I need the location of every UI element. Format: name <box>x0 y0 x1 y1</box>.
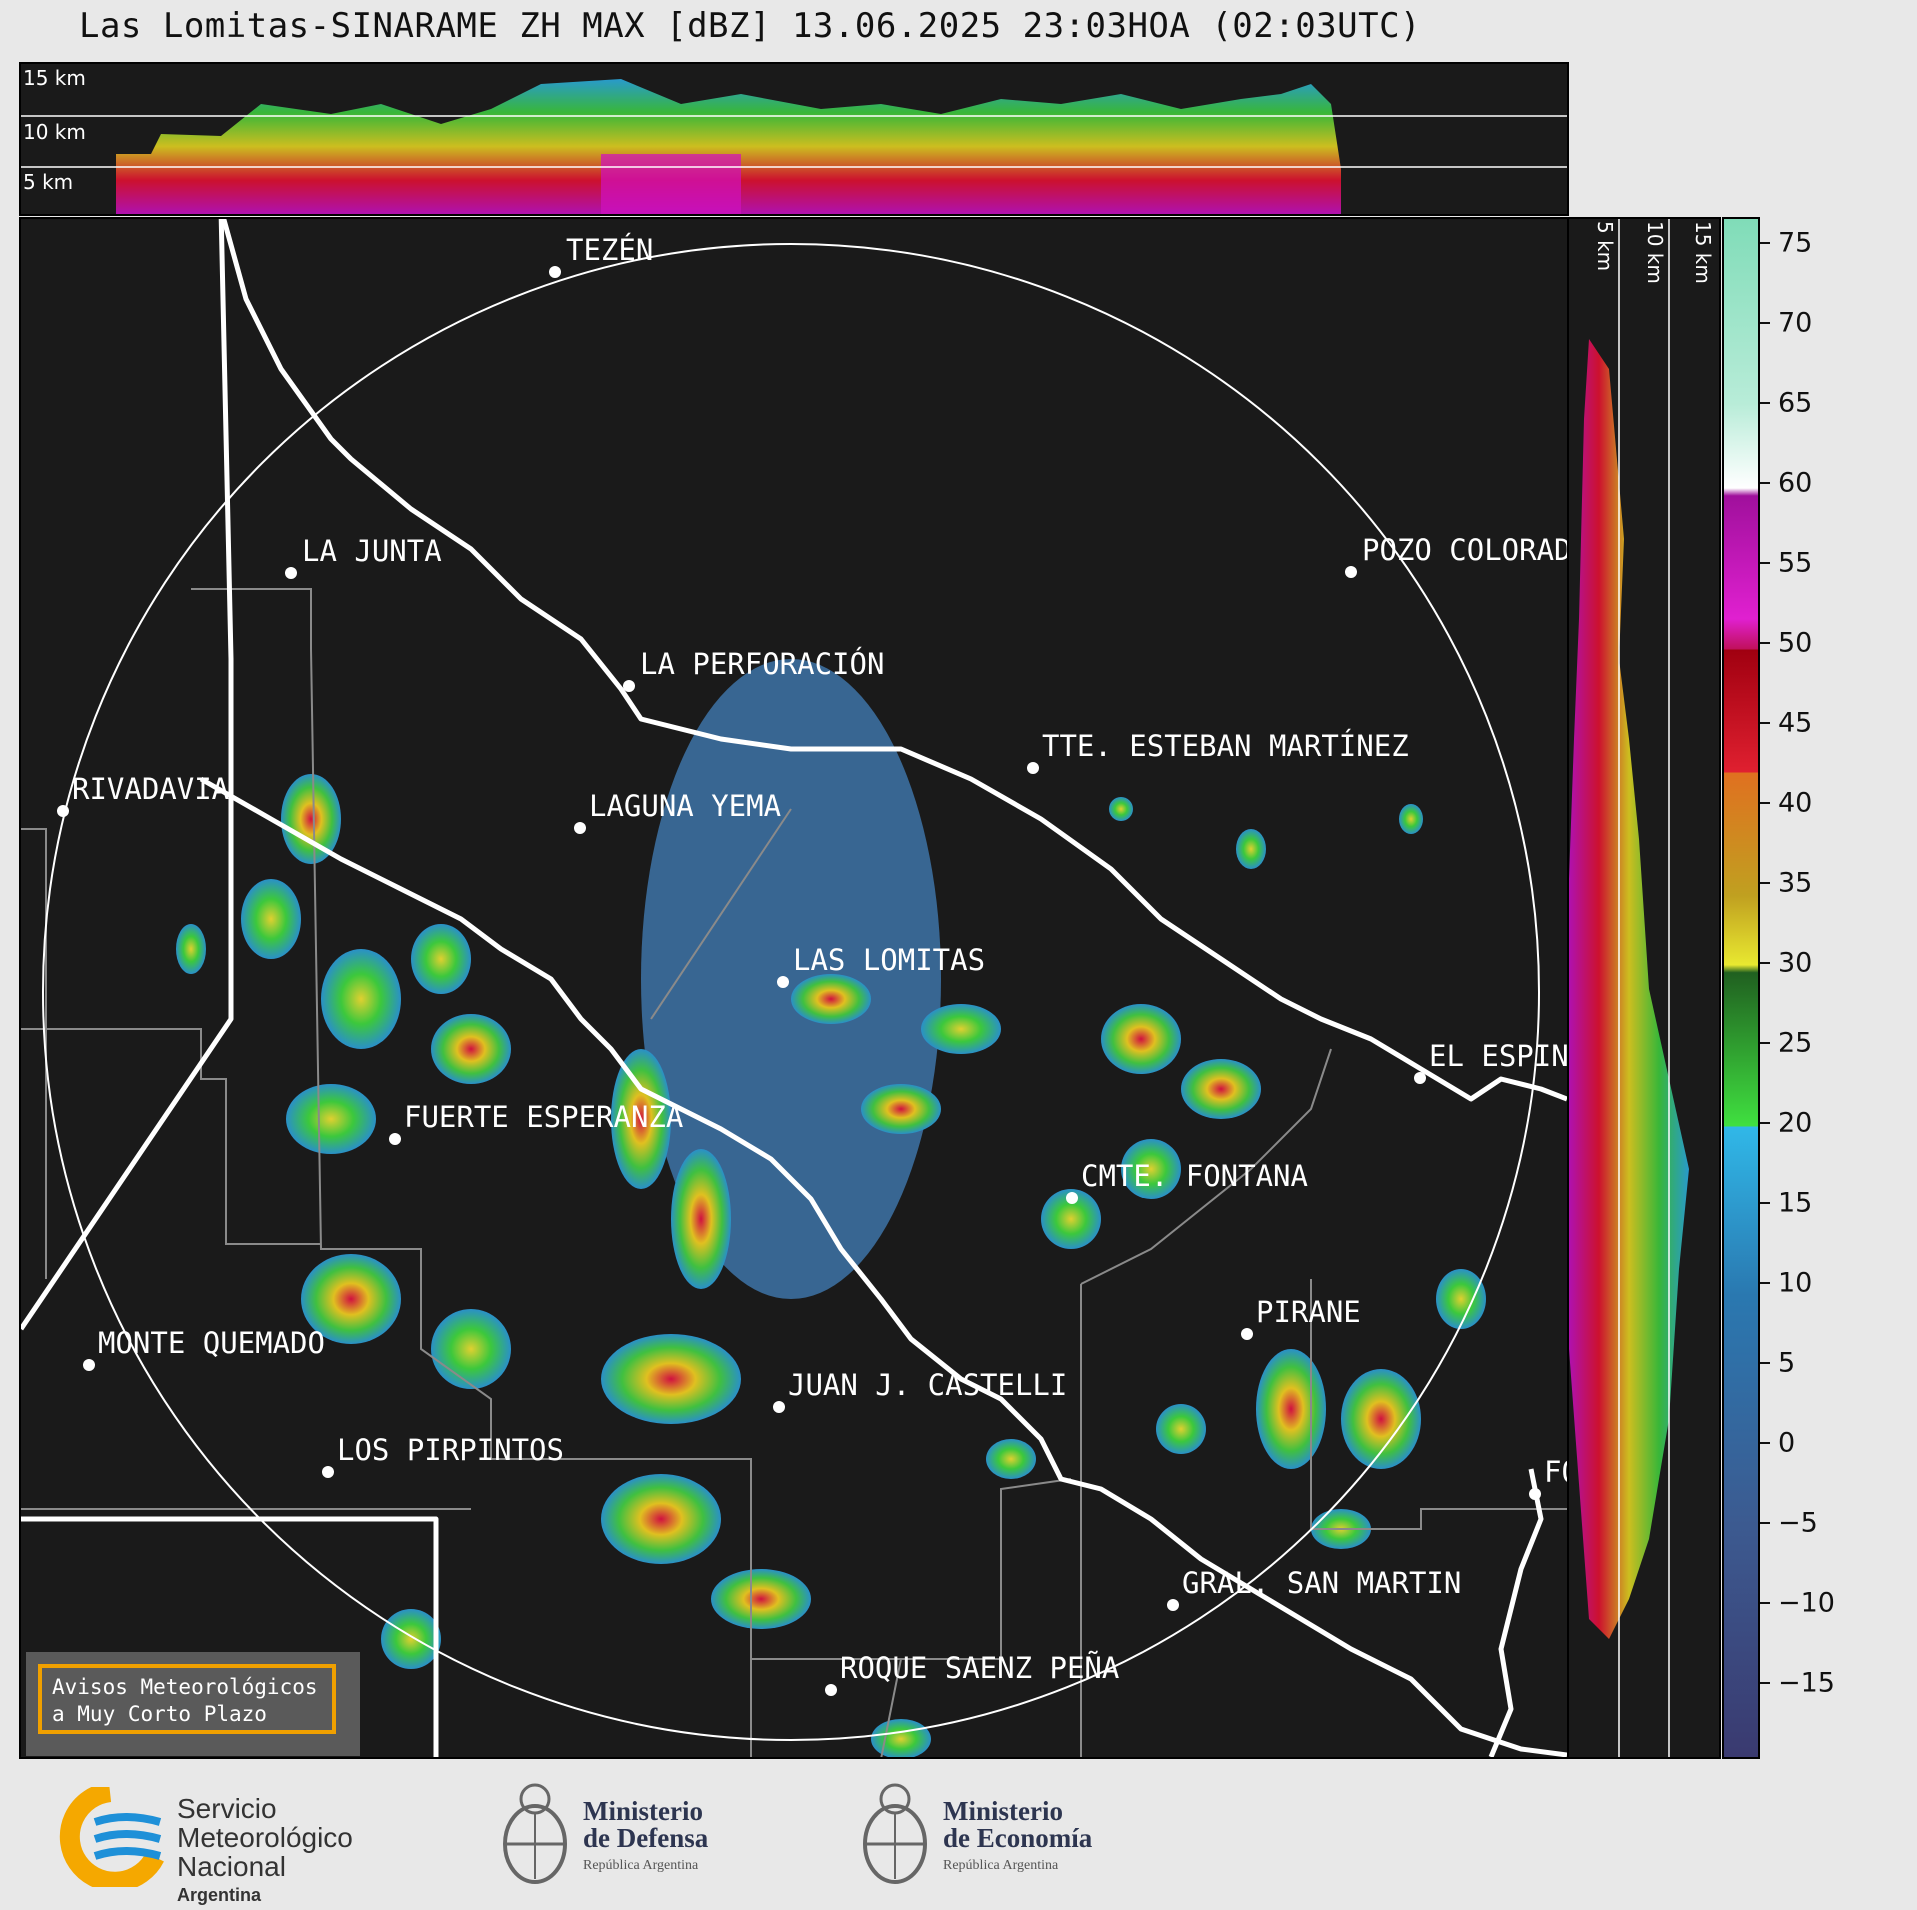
city-label-las-lomitas: LAS LOMITAS <box>793 943 985 977</box>
colorbar-tick: 70 <box>1778 307 1813 339</box>
city-label-pirane: PIRANE <box>1256 1295 1361 1329</box>
city-marker-las-lomitas <box>777 976 789 988</box>
notice-line-2: a Muy Corto Plazo <box>52 1702 267 1726</box>
smn-emblem-icon <box>59 1787 164 1887</box>
map-canvas: TEZÉN LA JUNTA POZO COLORAD LA PERFORACI… <box>21 219 1567 1757</box>
colorbar-tick: −15 <box>1778 1667 1835 1699</box>
city-marker-pirane <box>1241 1328 1253 1340</box>
smn-line-2: Meteorológico <box>177 1822 353 1853</box>
city-marker-la-junta <box>285 567 297 579</box>
height-label-15km: 15 km <box>23 66 86 90</box>
city-marker-los-pirpintos <box>322 1466 334 1478</box>
height-label-5km: 5 km <box>1593 221 1617 272</box>
city-marker-fuerte-esperanza <box>389 1133 401 1145</box>
city-label-tte-esteban-martinez: TTE. ESTEBAN MARTÍNEZ <box>1042 729 1409 763</box>
right-cross-section: 5 km 10 km 15 km <box>1569 217 1721 1759</box>
city-marker-monte-quemado <box>83 1359 95 1371</box>
smn-line-3: Nacional <box>177 1851 286 1882</box>
city-marker-fo <box>1529 1488 1541 1500</box>
city-label-monte-quemado: MONTE QUEMADO <box>98 1326 325 1360</box>
colorbar-tick: 50 <box>1778 627 1813 659</box>
city-marker-laguna-yema <box>574 822 586 834</box>
defensa-line-2: de Defensa <box>583 1823 709 1853</box>
national-coat-of-arms-icon <box>503 1783 567 1884</box>
city-label-pozo-colorado: POZO COLORAD <box>1362 533 1567 567</box>
city-marker-tezen <box>549 266 561 278</box>
city-label-tezen: TEZÉN <box>566 233 653 267</box>
city-marker-gral-san-martin <box>1167 1599 1179 1611</box>
height-label-5km: 5 km <box>23 170 74 194</box>
city-marker-roque-saenz-pena <box>825 1684 837 1696</box>
city-label-la-perforacion: LA PERFORACIÓN <box>640 647 884 681</box>
colorbar <box>1722 217 1760 1759</box>
city-label-rivadavia: RIVADAVIA <box>72 772 229 806</box>
colorbar-ticks: 75 70 65 60 55 50 45 40 35 30 25 20 15 1… <box>1760 217 1910 1759</box>
economia-line-1: Ministerio <box>943 1796 1063 1826</box>
colorbar-tick: 25 <box>1778 1027 1813 1059</box>
colorbar-tick: 5 <box>1778 1347 1796 1379</box>
city-marker-el-espin <box>1414 1072 1426 1084</box>
height-label-10km: 10 km <box>23 120 86 144</box>
smn-line-4: Argentina <box>177 1885 262 1905</box>
city-label-fo: FO <box>1544 1455 1567 1489</box>
colorbar-tick: 45 <box>1778 707 1813 739</box>
economia-line-3: República Argentina <box>943 1858 1059 1873</box>
smn-logo[interactable]: Servicio Meteorológico Nacional Argentin… <box>55 1782 405 1905</box>
city-marker-rivadavia <box>57 805 69 817</box>
clear-air-echo <box>641 659 941 1299</box>
city-label-gral-san-martin: GRAL. SAN MARTIN <box>1182 1566 1461 1600</box>
city-markers <box>57 266 1541 1696</box>
city-marker-juan-j-castelli <box>773 1401 785 1413</box>
city-label-juan-j-castelli: JUAN J. CASTELLI <box>788 1368 1067 1402</box>
footer: Servicio Meteorológico Nacional Argentin… <box>0 1760 1917 1909</box>
ministerio-economia-logo[interactable]: Ministerio de Economía República Argenti… <box>855 1774 1135 1894</box>
chart-title: Las Lomitas-SINARAME ZH MAX [dBZ] 13.06.… <box>78 6 1422 46</box>
department-boundaries <box>21 588 1567 1757</box>
colorbar-tick: 40 <box>1778 787 1813 819</box>
provincial-boundaries <box>21 219 1567 1757</box>
smn-line-1: Servicio <box>177 1793 277 1824</box>
city-marker-la-perforacion <box>623 680 635 692</box>
city-label-el-espin: EL ESPIN <box>1429 1039 1567 1073</box>
city-label-cmte-fontana: CMTE. FONTANA <box>1081 1159 1308 1193</box>
top-cross-section: 15 km 10 km 5 km <box>19 62 1569 216</box>
colorbar-tick: 75 <box>1778 227 1813 259</box>
city-marker-cmte-fontana <box>1066 1192 1078 1204</box>
city-label-roque-saenz-pena: ROQUE SAENZ PEÑA <box>840 1651 1119 1685</box>
colorbar-tick: 0 <box>1778 1427 1796 1459</box>
height-label-15km: 15 km <box>1691 221 1715 284</box>
notice-line-1: Avisos Meteorológicos <box>52 1675 318 1699</box>
city-label-la-junta: LA JUNTA <box>302 534 442 568</box>
defensa-line-1: Ministerio <box>583 1796 703 1826</box>
height-label-10km: 10 km <box>1643 221 1667 284</box>
colorbar-tick: 35 <box>1778 867 1813 899</box>
colorbar-tick: −10 <box>1778 1587 1835 1619</box>
colorbar-tick: 60 <box>1778 467 1813 499</box>
colorbar-tick: 30 <box>1778 947 1813 979</box>
city-label-los-pirpintos: LOS PIRPINTOS <box>337 1433 564 1467</box>
ministerio-defensa-logo[interactable]: Ministerio de Defensa República Argentin… <box>495 1774 775 1894</box>
storm-cells <box>176 774 1486 1757</box>
colorbar-tick: 15 <box>1778 1187 1813 1219</box>
economia-line-2: de Economía <box>943 1823 1093 1853</box>
national-coat-of-arms-icon <box>863 1783 927 1884</box>
city-label-laguna-yema: LAGUNA YEMA <box>589 789 781 823</box>
very-short-range-warnings-box[interactable]: Avisos Meteorológicos a Muy Corto Plazo <box>26 1652 360 1756</box>
range-ring <box>42 243 1540 1741</box>
colorbar-tick: 20 <box>1778 1107 1813 1139</box>
colorbar-tick: 55 <box>1778 547 1813 579</box>
city-marker-pozo-colorado <box>1345 566 1357 578</box>
defensa-line-3: República Argentina <box>583 1858 699 1873</box>
city-label-fuerte-esperanza: FUERTE ESPERANZA <box>404 1100 683 1134</box>
city-labels: TEZÉN LA JUNTA POZO COLORAD LA PERFORACI… <box>72 233 1567 1685</box>
radar-map: TEZÉN LA JUNTA POZO COLORAD LA PERFORACI… <box>19 217 1569 1759</box>
colorbar-tick: −5 <box>1778 1507 1818 1539</box>
city-marker-tte-esteban-martinez <box>1027 762 1039 774</box>
colorbar-tick: 65 <box>1778 387 1813 419</box>
colorbar-tick: 10 <box>1778 1267 1813 1299</box>
